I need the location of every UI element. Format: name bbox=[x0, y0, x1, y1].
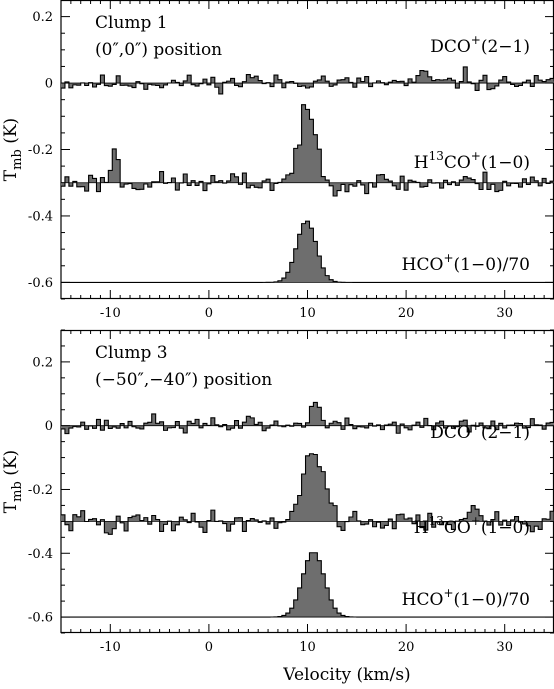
x-tick-label: 20 bbox=[398, 306, 415, 321]
panel-clump-3: -10 0 10 20 30 0.2 0 -0.2 -0.4 -0.6 Tmb (K) Clump 3… bbox=[1, 329, 554, 655]
y-tick-label: 0.2 bbox=[32, 355, 53, 370]
y-axis-label: Tmb (K) bbox=[1, 118, 25, 181]
x-axis-label: Velocity (km/s) bbox=[282, 665, 410, 685]
spectrum-line bbox=[61, 66, 554, 95]
x-tick-label: 20 bbox=[398, 640, 415, 655]
panel-subtitle: (0″,0″) position bbox=[95, 40, 222, 60]
x-tick-label: 10 bbox=[299, 640, 316, 655]
spectrum-label: HCO+(1−0)/70 bbox=[402, 586, 530, 610]
spectrum-label: HCO+(1−0)/70 bbox=[402, 251, 530, 275]
y-tick-label: -0.4 bbox=[28, 209, 53, 224]
y-tick-label: -0.6 bbox=[28, 276, 53, 291]
spectrum-fill bbox=[61, 552, 554, 618]
y-tick-label: -0.2 bbox=[28, 143, 53, 158]
spectrum-fill bbox=[61, 453, 554, 535]
x-tick-label: 10 bbox=[299, 306, 316, 321]
panel-title: Clump 1 bbox=[95, 13, 168, 33]
spectrum-label: H13CO+(1−0) bbox=[414, 149, 530, 173]
spectrum-fill bbox=[61, 221, 554, 283]
spectrum-line bbox=[61, 104, 554, 197]
y-tick-label: -0.6 bbox=[28, 611, 53, 626]
y-tick-label: 0.2 bbox=[32, 10, 53, 25]
y-tick-label: 0 bbox=[45, 77, 53, 92]
x-tick-label: 30 bbox=[496, 306, 513, 321]
y-axis-label: Tmb (K) bbox=[1, 450, 25, 513]
spectrum-label: H13CO+(1−0) bbox=[414, 514, 530, 538]
panel-subtitle: (−50″,−40″) position bbox=[95, 370, 272, 390]
spectrum-label: DCO+(2−1) bbox=[430, 419, 530, 443]
x-tick-label: -10 bbox=[100, 306, 121, 321]
y-tick-label: 0 bbox=[45, 419, 53, 434]
spectrum-line bbox=[61, 453, 554, 535]
spectrum-label: DCO+(2−1) bbox=[430, 33, 530, 57]
x-tick-label: 0 bbox=[205, 640, 213, 655]
y-tick-label: -0.4 bbox=[28, 547, 53, 562]
x-tick-label: 0 bbox=[205, 306, 213, 321]
panel-title: Clump 3 bbox=[95, 343, 168, 363]
x-tick-label: 30 bbox=[496, 640, 513, 655]
panel-clump-1: -10 0 10 20 30 0.2 0 -0.2 -0.4 -0.6 Tmb (K) Clump 1… bbox=[1, 0, 554, 321]
y-tick-label: -0.2 bbox=[28, 483, 53, 498]
x-tick-label: -10 bbox=[100, 640, 121, 655]
spectrum-fill bbox=[61, 104, 554, 197]
